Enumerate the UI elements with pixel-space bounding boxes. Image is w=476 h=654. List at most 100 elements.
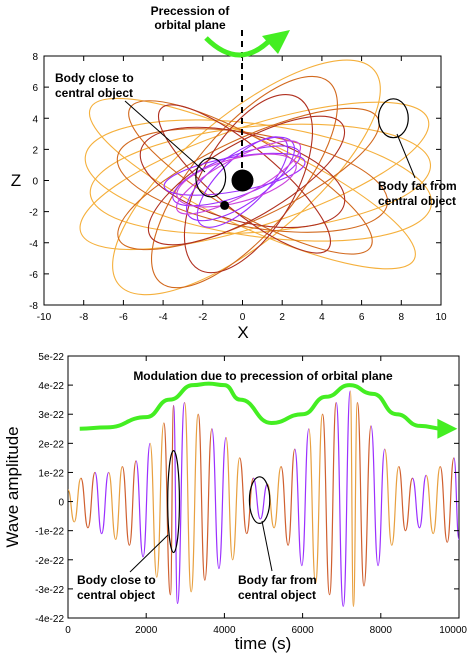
orbit-y-label: Z <box>11 171 21 190</box>
orbit-x-ticks: -10 -8 -6 -4 -2 0 2 4 6 8 10 <box>37 56 447 323</box>
orbit-series-0-ellipse-2 <box>112 59 381 296</box>
wave-segment-50 <box>398 466 407 532</box>
wave-segment-32 <box>280 466 289 546</box>
orbit-y-tick-label-5: 2 <box>32 145 38 156</box>
orbit-x-tick-label-1: -8 <box>79 312 88 323</box>
orbit-x-tick-label-8: 6 <box>359 312 365 323</box>
modulation-envelope-arrowhead <box>437 418 458 439</box>
wave-y-label: Wave amplitude <box>3 426 22 547</box>
wave-segment-15 <box>169 404 175 596</box>
wave-segment-3 <box>87 471 96 529</box>
wave-segment-1 <box>73 477 82 523</box>
wave-x-label: time (s) <box>235 634 292 653</box>
wave-segment-53 <box>418 474 427 529</box>
orbit-near-label-line2: central object <box>55 86 133 100</box>
wave-segment-10 <box>135 460 144 558</box>
wave-y-tick-label-3: -1e-22 <box>35 527 64 538</box>
wave-x-tick-label-3: 6000 <box>291 625 314 636</box>
wave-x-ticks: 0 2000 4000 6000 8000 10000 <box>65 356 467 636</box>
wave-y-tick-label-4: 0 <box>58 498 64 509</box>
wave-segment-40 <box>335 401 344 607</box>
wave-x-tick-label-0: 0 <box>65 625 71 636</box>
precession-arrow-head <box>262 30 290 54</box>
orbit-series-3-ellipse-3 <box>196 136 289 228</box>
wave-y-tick-label-9: 5e-22 <box>38 352 64 363</box>
wave-segment-22 <box>211 428 220 570</box>
wave-far-pointer <box>261 520 273 572</box>
wave-segment-13 <box>156 422 165 578</box>
wave-y-tick-label-7: 3e-22 <box>38 410 64 421</box>
wave-segment-17 <box>176 401 186 605</box>
wave-far-label-line1: Body far from <box>238 573 317 587</box>
wave-segment-54 <box>425 474 434 535</box>
wave-segment-34 <box>294 448 303 567</box>
orbit-x-tick-label-10: 10 <box>435 312 447 323</box>
orbit-series-0-ellipse-4 <box>89 123 432 235</box>
wave-segment-55 <box>432 466 441 535</box>
wave-segment-57 <box>446 457 455 543</box>
wave-segment-26 <box>239 457 248 535</box>
wave-chart: 0 2000 4000 6000 8000 10000 -4e-22 -3e-22 -2e-2… <box>3 352 467 653</box>
modulation-envelope-line <box>79 381 444 431</box>
orbit-y-tick-label-1: -6 <box>29 270 38 281</box>
wave-segment-6 <box>108 471 117 540</box>
wave-segment-4 <box>94 471 103 535</box>
precession-label-line1: Precession of <box>151 4 231 18</box>
orbit-far-pointer <box>396 133 416 179</box>
wave-segment-31 <box>273 466 282 529</box>
wave-plot-frame <box>67 355 460 619</box>
orbit-series-2-ellipse-1 <box>139 126 346 229</box>
wave-segment-24 <box>225 436 234 561</box>
orbit-x-tick-label-2: -6 <box>119 312 128 323</box>
wave-y-tick-label-8: 4e-22 <box>38 381 64 392</box>
orbit-x-label: X <box>237 323 248 342</box>
orbit-series-2-ellipse-2 <box>183 93 314 274</box>
wave-far-label-line2: central object <box>238 588 316 602</box>
wave-segment-43 <box>352 401 358 607</box>
wave-y-ticks: -4e-22 -3e-22 -2e-22 -1e-22 0 1e-22 2e-22 3e-22… <box>35 352 459 625</box>
wave-highlight-circle-0 <box>167 450 181 554</box>
wave-segment-23 <box>218 436 227 570</box>
orbit-near-pointer <box>124 100 206 173</box>
wave-segment-45 <box>363 425 372 587</box>
wave-segment-36 <box>308 428 317 584</box>
wave-segment-41 <box>342 390 351 607</box>
orbit-y-ticks: -8 -6 -4 -2 0 2 4 6 8 <box>29 52 441 312</box>
wave-y-tick-label-5: 1e-22 <box>38 468 64 479</box>
orbit-series-2-ellipse-0 <box>147 115 346 246</box>
wave-near-pointer <box>129 534 169 573</box>
wave-segment-11 <box>142 442 151 558</box>
orbit-far-label-line1: Body far from <box>378 179 457 193</box>
wave-x-tick-label-5: 10000 <box>439 625 467 636</box>
wave-segment-18 <box>183 401 192 593</box>
wave-segment-39 <box>328 401 337 596</box>
central-object-marker <box>231 169 254 192</box>
wave-segment-28 <box>252 477 261 520</box>
wave-x-tick-label-1: 2000 <box>135 625 158 636</box>
precession-label-line2: orbital plane <box>154 18 226 32</box>
orbit-series-3-ellipse-2 <box>163 152 306 196</box>
wave-segment-9 <box>128 460 137 546</box>
wave-segment-44 <box>356 401 365 587</box>
wave-segment-5 <box>101 471 110 535</box>
orbit-y-tick-label-8: 8 <box>32 52 38 63</box>
modulation-label: Modulation due to precession of orbital … <box>133 369 393 383</box>
wave-segment-49 <box>391 466 400 546</box>
orbit-y-tick-label-6: 4 <box>32 114 38 125</box>
wave-segment-51 <box>404 477 414 532</box>
orbit-y-tick-label-2: -4 <box>29 239 38 250</box>
wave-segment-47 <box>377 448 386 567</box>
orbit-y-tick-label-7: 6 <box>32 83 38 94</box>
orbit-x-tick-label-0: -10 <box>37 312 52 323</box>
wave-near-label-line2: central object <box>77 588 155 602</box>
wave-highlight-circle-1 <box>248 476 271 524</box>
wave-segment-52 <box>411 477 421 529</box>
orbit-series-4-ellipse-0 <box>176 140 302 215</box>
wave-segment-48 <box>384 448 393 546</box>
wave-y-tick-label-6: 2e-22 <box>38 439 64 450</box>
orbit-y-tick-label-0: -8 <box>29 301 38 312</box>
wave-x-tick-label-4: 8000 <box>370 625 393 636</box>
orbit-x-tick-label-7: 4 <box>319 312 325 323</box>
precession-arrow <box>204 36 274 58</box>
orbit-x-tick-label-3: -4 <box>159 312 168 323</box>
